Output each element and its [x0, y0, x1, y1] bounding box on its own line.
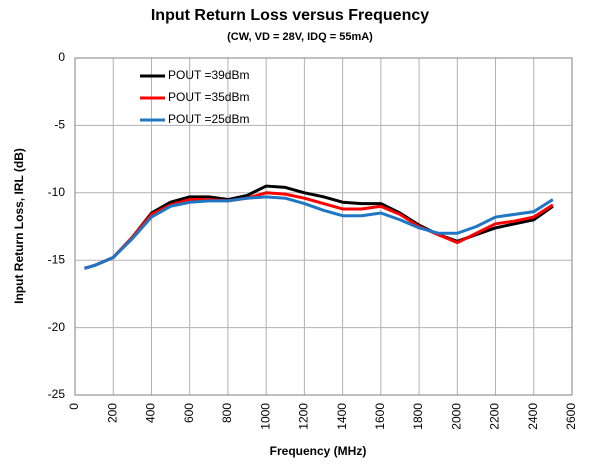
series-line	[84, 191, 554, 270]
x-tick-label: 1800	[411, 403, 425, 430]
chart-title: Input Return Loss versus Frequency	[151, 7, 429, 24]
y-tick-label: -25	[48, 387, 66, 401]
y-tick-label: -5	[54, 118, 65, 132]
x-tick-label: 1000	[258, 403, 272, 430]
x-tick-label: 800	[220, 403, 234, 423]
x-tick-label: 200	[105, 403, 119, 423]
x-tick-label: 2400	[526, 403, 540, 430]
x-tick-label: 2000	[449, 403, 463, 430]
x-tick-label: 1600	[373, 403, 387, 430]
plot-frame	[74, 57, 573, 396]
x-tick-label: 0	[67, 403, 81, 410]
y-tick-label: -20	[48, 320, 66, 334]
x-tick-label: 1400	[335, 403, 349, 430]
series-line	[84, 195, 554, 270]
series-line	[84, 184, 554, 270]
chart-subtitle: (CW, VD = 28V, IDQ = 55mA)	[227, 31, 373, 43]
x-tick-label: 2200	[488, 403, 502, 430]
y-axis-label: Input Return Loss, IRL (dB)	[12, 148, 26, 304]
legend-label: POUT =25dBm	[168, 112, 249, 126]
x-tick-label: 600	[182, 403, 196, 423]
legend-label: POUT =35dBm	[168, 90, 249, 104]
x-tick-label: 2600	[564, 403, 578, 430]
x-axis-label: Frequency (MHz)	[270, 444, 367, 458]
y-tick-label: 0	[58, 50, 65, 64]
legend-label: POUT =39dBm	[168, 68, 249, 82]
x-tick-label: 400	[144, 403, 158, 423]
y-tick-label: -15	[48, 252, 66, 266]
y-tick-label: -10	[48, 185, 66, 199]
x-tick-label: 1200	[297, 403, 311, 430]
